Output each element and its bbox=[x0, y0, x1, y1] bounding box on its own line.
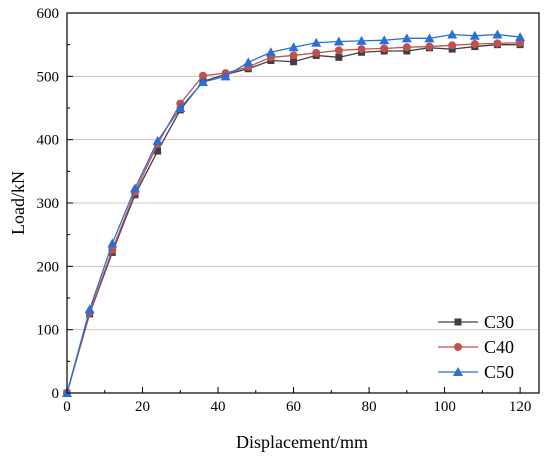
series-c30 bbox=[63, 41, 524, 397]
y-tick-label: 600 bbox=[37, 6, 60, 22]
data-point-c50 bbox=[175, 103, 186, 112]
data-point-c30 bbox=[335, 53, 343, 61]
legend-label: C30 bbox=[484, 312, 514, 332]
series-c50 bbox=[62, 29, 526, 397]
y-tick-label: 400 bbox=[37, 133, 60, 149]
data-point-c40 bbox=[493, 39, 502, 48]
data-point-c50 bbox=[447, 29, 458, 39]
series-line-c50 bbox=[66, 33, 521, 394]
grid-lines bbox=[67, 75, 539, 331]
data-point-c30 bbox=[290, 58, 298, 66]
legend-label: C40 bbox=[484, 337, 514, 357]
data-point-c40 bbox=[198, 71, 207, 80]
data-point-c50 bbox=[356, 35, 367, 45]
data-point-c50 bbox=[220, 71, 231, 81]
y-axis-title: Load/kN bbox=[8, 171, 28, 235]
y-tick-label: 200 bbox=[37, 259, 60, 275]
data-point-c30 bbox=[154, 147, 162, 155]
x-tick-label: 100 bbox=[433, 399, 456, 415]
data-point-c50 bbox=[333, 36, 344, 46]
y-tick-label: 500 bbox=[37, 69, 60, 85]
data-point-c50 bbox=[469, 30, 480, 40]
series-line-c30 bbox=[66, 44, 521, 394]
legend-item-c30: C30 bbox=[438, 312, 514, 332]
series-group bbox=[62, 29, 526, 397]
data-point-c50 bbox=[197, 77, 208, 87]
data-point-c50 bbox=[84, 304, 95, 314]
data-point-c50 bbox=[401, 33, 412, 43]
data-point-c50 bbox=[107, 238, 118, 248]
legend-item-c40: C40 bbox=[438, 337, 514, 357]
x-tick-label: 0 bbox=[63, 399, 71, 415]
data-point-c50 bbox=[265, 47, 276, 57]
data-point-c40 bbox=[402, 43, 411, 52]
data-point-c50 bbox=[129, 183, 140, 193]
data-point-c50 bbox=[288, 42, 299, 52]
y-tick-label: 0 bbox=[52, 386, 60, 402]
y-tick-label: 300 bbox=[37, 196, 60, 212]
data-point-c50 bbox=[152, 135, 163, 145]
data-point-c50 bbox=[243, 57, 254, 67]
data-point-c40 bbox=[448, 41, 457, 50]
x-axis-title: Displacement/mm bbox=[236, 432, 368, 452]
axis-ticks: 0 20 40 60 80 100 120 0 100 200 300 400 500 600 bbox=[37, 6, 532, 415]
x-tick-label: 20 bbox=[135, 399, 150, 415]
data-point-c40 bbox=[312, 48, 321, 57]
data-point-c40 bbox=[380, 44, 389, 53]
data-point-c40 bbox=[425, 42, 434, 51]
legend-marker bbox=[454, 318, 462, 326]
x-tick-label: 80 bbox=[362, 399, 377, 415]
legend-marker bbox=[454, 343, 462, 351]
data-point-c50 bbox=[492, 29, 503, 39]
x-tick-label: 60 bbox=[286, 399, 301, 415]
data-point-c50 bbox=[515, 32, 526, 42]
legend-label: C50 bbox=[484, 362, 514, 382]
y-tick-label: 100 bbox=[37, 323, 60, 339]
data-point-c40 bbox=[289, 51, 298, 60]
data-point-c40 bbox=[357, 45, 366, 54]
data-point-c50 bbox=[379, 35, 390, 45]
x-tick-label: 40 bbox=[211, 399, 226, 415]
data-point-c40 bbox=[470, 40, 479, 49]
legend-item-c50: C50 bbox=[438, 362, 514, 382]
x-tick-label: 120 bbox=[509, 399, 532, 415]
series-c40 bbox=[63, 38, 525, 397]
legend-marker bbox=[453, 367, 463, 376]
data-point-c50 bbox=[311, 37, 322, 47]
legend: C30 C40 C50 bbox=[438, 312, 514, 382]
series-line-c40 bbox=[66, 42, 521, 394]
data-point-c40 bbox=[334, 46, 343, 55]
data-point-c50 bbox=[424, 33, 435, 43]
